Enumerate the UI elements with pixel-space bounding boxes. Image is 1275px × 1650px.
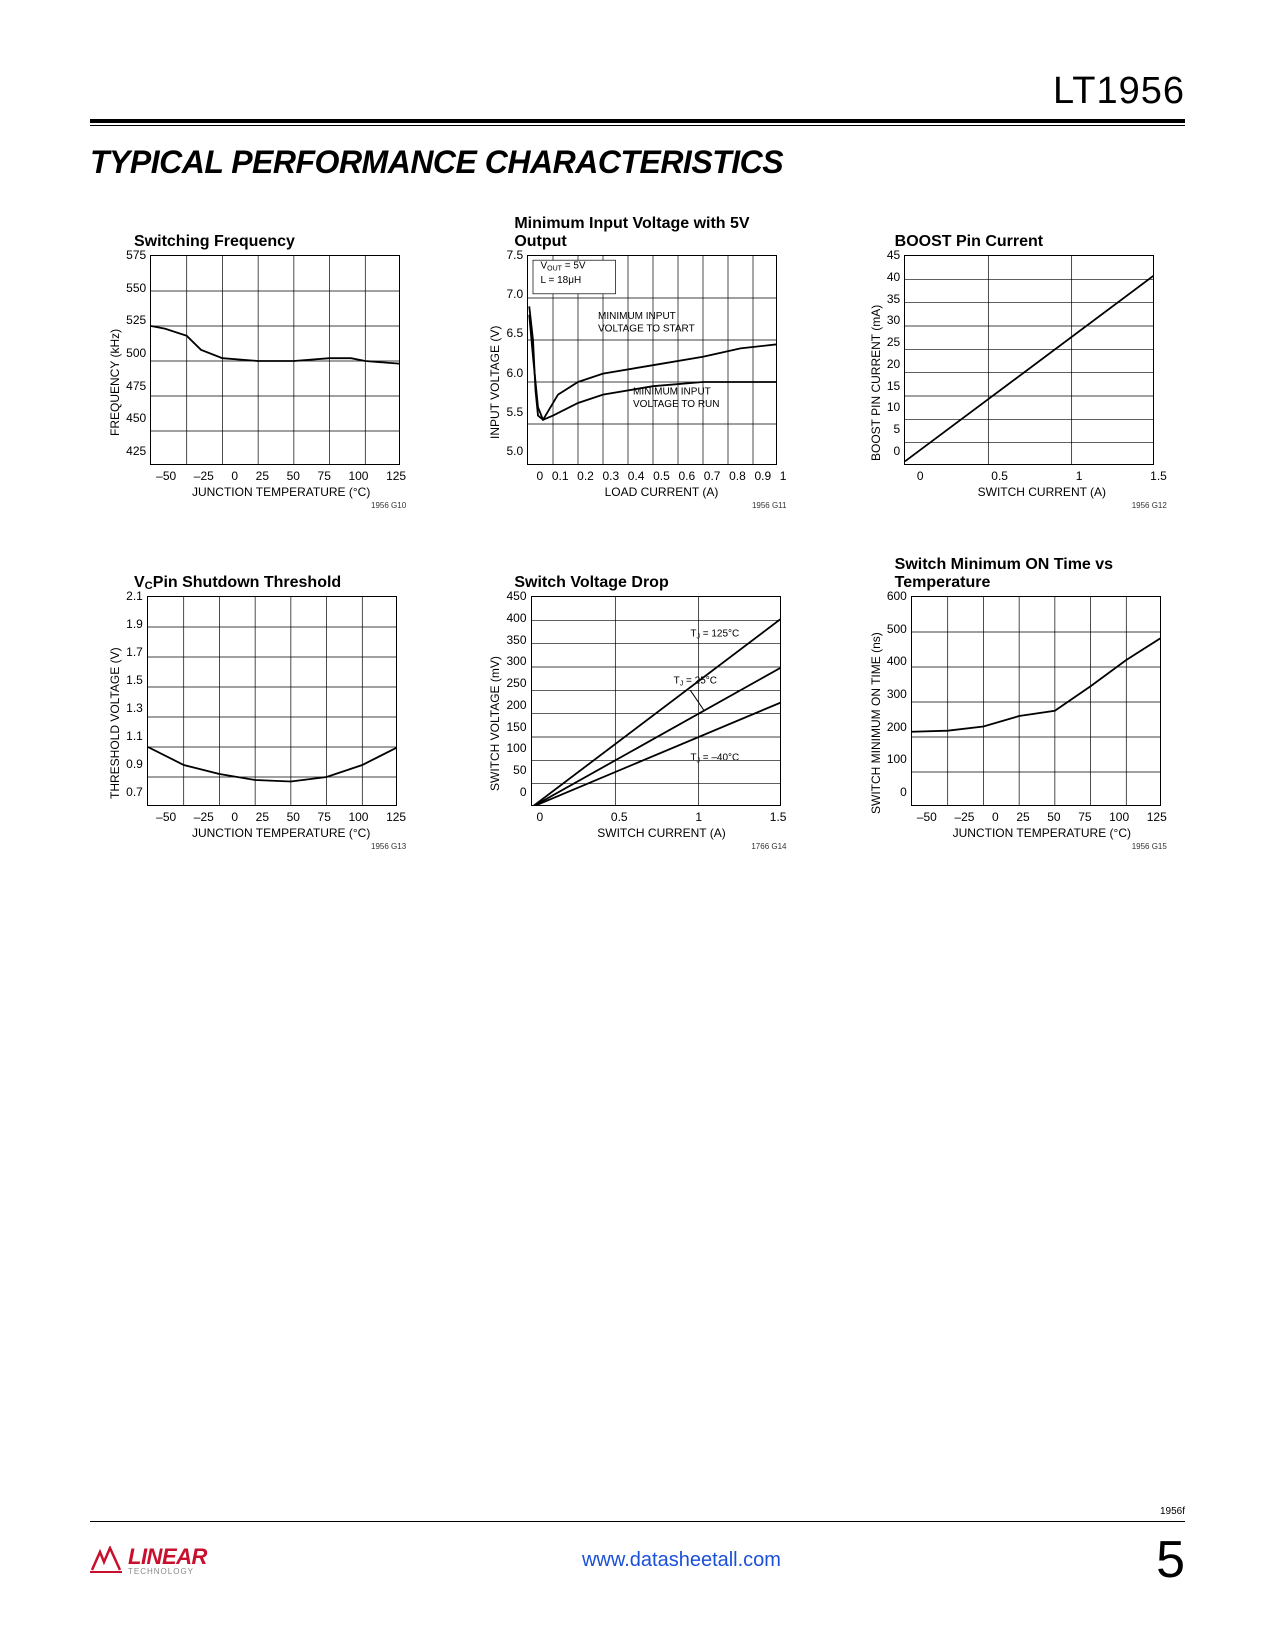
y-ticks: 454035302520151050 [887,248,904,458]
plot-area [147,596,397,806]
section-title: TYPICAL PERFORMANCE CHARACTERISTICS [90,144,1185,181]
svg-text:VOLTAGE TO RUN: VOLTAGE TO RUN [633,399,720,410]
y-ticks: 575550525500475450425 [126,248,150,458]
svg-text:TJ = –40°C: TJ = –40°C [690,752,739,764]
page-number: 5 [1156,1530,1185,1590]
chart: Switch Minimum ON Time vs Temperature SWI… [851,554,1185,851]
footer-doc-id: 1956f [90,1506,1185,1517]
plot-area: VOUT = 5VL = 18μHMINIMUM INPUTVOLTAGE TO… [527,255,777,465]
y-ticks: 7.57.06.56.05.55.0 [506,248,527,458]
rule-thin [90,125,1185,126]
y-ticks: 2.11.91.71.51.31.10.90.7 [126,589,147,799]
svg-text:MINIMUM INPUT: MINIMUM INPUT [598,311,676,322]
logo-text: LINEAR [128,1544,207,1569]
chart-title: BOOST Pin Current [851,213,1185,251]
y-axis-label: FREQUENCY (kHz) [108,255,122,510]
svg-text:TJ = 125°C: TJ = 125°C [690,629,739,641]
chart-title: Switching Frequency [90,213,424,251]
footer-rule [90,1521,1185,1522]
y-ticks: 6005004003002001000 [887,589,911,799]
y-axis-label: THRESHOLD VOLTAGE (V) [108,596,122,851]
x-ticks: 00.10.20.30.40.50.60.70.80.91 [536,469,786,483]
y-axis-label: SWITCH VOLTAGE (mV) [488,596,502,851]
figure-id: 1956 G12 [917,501,1167,510]
y-axis-label: BOOST PIN CURRENT (mA) [869,255,883,510]
y-axis-label: INPUT VOLTAGE (V) [488,255,502,510]
plot-area [150,255,400,465]
company-logo: LINEAR TECHNOLOGY [90,1544,207,1576]
x-ticks: –50–250255075100125 [917,810,1167,824]
chart-title: Minimum Input Voltage with 5V Output [470,213,804,251]
figure-id: 1956 G11 [536,501,786,510]
charts-grid: Switching Frequency FREQUENCY (kHz) 575550… [90,213,1185,851]
chart: BOOST Pin Current BOOST PIN CURRENT (mA) 4… [851,213,1185,510]
chart: Switching Frequency FREQUENCY (kHz) 575550… [90,213,424,510]
svg-text:MINIMUM INPUT: MINIMUM INPUT [633,387,711,398]
x-axis-label: LOAD CURRENT (A) [536,485,786,499]
y-axis-label: SWITCH MINIMUM ON TIME (ns) [869,596,883,851]
figure-id: 1956 G13 [156,842,406,851]
x-ticks: –50–250255075100125 [156,469,406,483]
x-ticks: 00.511.5 [917,469,1167,483]
svg-text:VOLTAGE TO START: VOLTAGE TO START [598,324,695,335]
chart-title: Switch Minimum ON Time vs Temperature [851,554,1185,592]
x-axis-label: SWITCH CURRENT (A) [917,485,1167,499]
chart: Minimum Input Voltage with 5V Output INPU… [470,213,804,510]
page-footer: 1956f LINEAR TECHNOLOGY www.datasheetall… [90,1506,1185,1590]
plot-area: TJ = 125°C TJ = 25°C TJ = –40°C [531,596,781,806]
x-ticks: –50–250255075100125 [156,810,406,824]
svg-text:L = 18μH: L = 18μH [541,275,582,286]
plot-area [904,255,1154,465]
chart-title: Switch Voltage Drop [470,554,804,592]
chart-title: VC Pin Shutdown Threshold [90,554,424,592]
figure-id: 1956 G10 [156,501,406,510]
plot-area [911,596,1161,806]
x-axis-label: JUNCTION TEMPERATURE (°C) [156,826,406,840]
x-ticks: 00.511.5 [536,810,786,824]
part-number: LT1956 [90,70,1185,113]
figure-id: 1766 G14 [536,842,786,851]
chart: VC Pin Shutdown Threshold THRESHOLD VOLTA… [90,554,424,851]
x-axis-label: JUNCTION TEMPERATURE (°C) [156,485,406,499]
x-axis-label: JUNCTION TEMPERATURE (°C) [917,826,1167,840]
figure-id: 1956 G15 [917,842,1167,851]
x-axis-label: SWITCH CURRENT (A) [536,826,786,840]
y-ticks: 450400350300250200150100500 [506,589,530,799]
chart: Switch Voltage Drop SWITCH VOLTAGE (mV) 45… [470,554,804,851]
rule-thick [90,119,1185,123]
svg-text:TJ = 25°C: TJ = 25°C [673,675,716,687]
footer-url: www.datasheetall.com [582,1549,781,1572]
